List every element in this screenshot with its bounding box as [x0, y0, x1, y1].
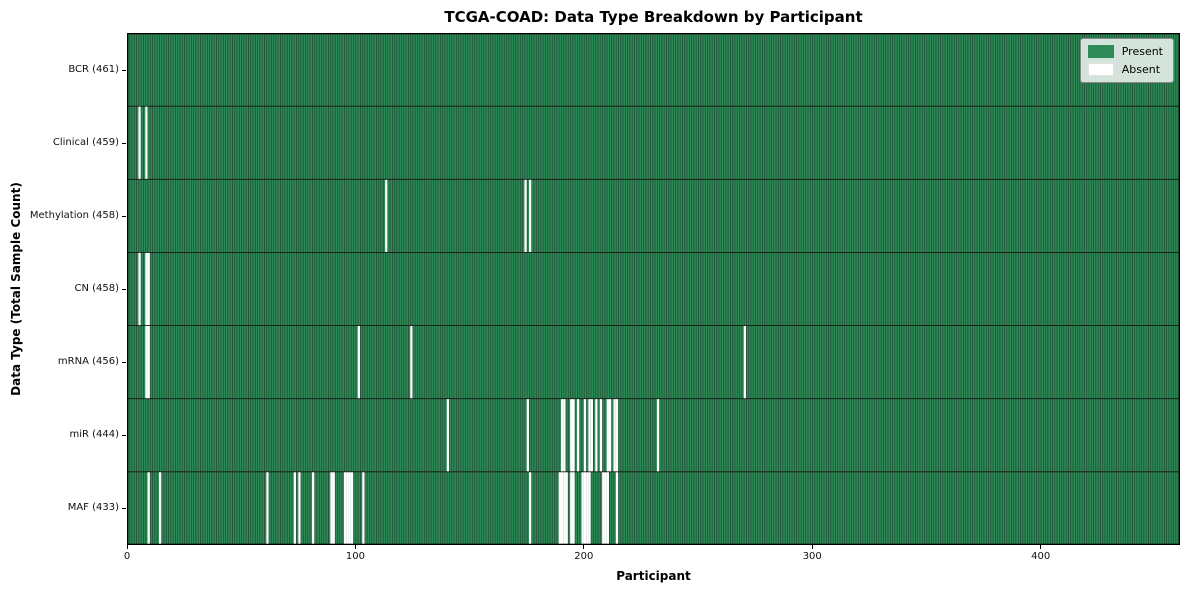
chart-title: TCGA-COAD: Data Type Breakdown by Partic…	[444, 8, 863, 26]
absent-cell-Methylation-174	[524, 179, 527, 253]
absent-cell-MAF-191	[563, 471, 566, 545]
absent-cell-MAF-200	[583, 471, 587, 545]
x-tick-label-200: 200	[574, 551, 594, 562]
absent-cell-MAF-81	[312, 471, 315, 545]
absent-cell-CN-9	[147, 252, 150, 326]
y-tick-label-miR: miR (444)	[69, 429, 119, 441]
absent-cell-MAF-190	[560, 471, 564, 545]
y-tick-label-CN: CN (458)	[74, 283, 119, 294]
x-tick-label-400: 400	[1031, 551, 1051, 562]
absent-cell-MAF-208	[602, 471, 605, 545]
x-tick-mark	[126, 545, 128, 549]
absent-cell-Clinical-8	[145, 106, 148, 180]
plot-area: Present Absent	[127, 33, 1180, 545]
absent-cell-MAF-14	[158, 471, 162, 545]
absent-cell-mRNA-124	[410, 325, 413, 399]
absent-cell-MAF-214	[615, 471, 619, 545]
absent-cell-mRNA-270	[743, 325, 747, 399]
x-axis-label: Participant	[616, 569, 691, 583]
absent-cell-MAF-189	[558, 471, 561, 545]
absent-cell-miR-210	[606, 398, 609, 472]
legend-item-absent: Absent	[1087, 63, 1163, 76]
absent-cell-MAF-103	[362, 471, 365, 545]
absent-cell-MAF-97	[348, 471, 351, 545]
absent-cell-Methylation-176	[529, 179, 532, 253]
absent-cell-miR-205	[595, 398, 598, 472]
x-tick-mark	[354, 545, 356, 549]
absent-cell-miR-211	[608, 398, 612, 472]
y-tick-mark	[122, 362, 126, 364]
y-tick-mark	[122, 215, 126, 217]
y-tick-mark	[122, 289, 126, 290]
absent-cell-miR-140	[446, 398, 450, 472]
y-tick-mark	[122, 142, 126, 144]
absent-cell-MAF-75	[298, 471, 301, 545]
y-tick-label-Clinical: Clinical (459)	[52, 136, 119, 148]
y-tick-label-mRNA: mRNA (456)	[57, 356, 119, 368]
absent-cell-MAF-89	[330, 471, 333, 545]
absent-cell-MAF-201	[586, 471, 589, 545]
absent-cell-MAF-194	[570, 471, 573, 545]
absent-cell-mRNA-9	[147, 325, 150, 399]
absent-cell-MAF-192	[565, 471, 568, 545]
absent-cell-mRNA-8	[145, 325, 148, 399]
absent-cell-MAF-9	[147, 471, 150, 545]
absent-cell-MAF-195	[572, 471, 575, 545]
absent-cell-Clinical-5	[138, 106, 141, 180]
absent-cell-MAF-176	[529, 471, 532, 545]
x-tick-label-300: 300	[802, 551, 822, 562]
y-tick-mark	[122, 435, 126, 437]
x-tick-mark	[583, 545, 585, 549]
heatmap	[127, 33, 1180, 545]
legend-label-present: Present	[1121, 45, 1163, 58]
absent-cell-MAF-202	[588, 471, 591, 545]
absent-cell-MAF-98	[350, 471, 354, 545]
absent-cell-miR-213	[613, 398, 616, 472]
absent-cell-MAF-90	[332, 471, 335, 545]
y-tick-label-MAF: MAF (433)	[67, 502, 119, 514]
x-tick-mark	[811, 545, 813, 549]
absent-cell-miR-194	[570, 398, 573, 472]
legend-label-absent: Absent	[1121, 63, 1161, 76]
absent-cell-CN-5	[138, 252, 141, 326]
absent-cell-miR-232	[656, 398, 660, 472]
absent-cell-miR-175	[526, 398, 530, 472]
legend-item-present: Present	[1087, 45, 1163, 58]
y-tick-label-BCR: BCR (461)	[68, 63, 119, 75]
absent-cell-MAF-209	[604, 471, 607, 545]
absent-cell-MAF-199	[581, 471, 584, 545]
present-swatch-icon	[1087, 45, 1114, 58]
absent-cell-miR-190	[560, 398, 564, 472]
absent-swatch-icon	[1087, 63, 1114, 76]
absent-cell-miR-214	[615, 398, 619, 472]
absent-cell-miR-203	[590, 398, 593, 472]
x-tick-label-0: 0	[123, 551, 131, 562]
x-tick-mark	[1040, 545, 1042, 549]
x-tick-label-100: 100	[345, 551, 365, 562]
absent-cell-miR-202	[588, 398, 591, 472]
y-tick-label-Methylation: Methylation (458)	[29, 209, 119, 221]
absent-cell-miR-197	[576, 398, 580, 472]
absent-cell-mRNA-101	[357, 325, 360, 399]
absent-cell-MAF-61	[266, 471, 269, 545]
absent-cell-miR-191	[563, 398, 566, 472]
absent-cell-MAF-96	[346, 471, 349, 545]
absent-cell-MAF-210	[606, 471, 609, 545]
legend: Present Absent	[1079, 38, 1174, 83]
absent-cell-CN-8	[145, 252, 148, 326]
absent-cell-miR-195	[572, 398, 575, 472]
y-tick-mark	[122, 69, 126, 71]
absent-cell-miR-207	[599, 398, 603, 472]
absent-cell-miR-200	[583, 398, 587, 472]
absent-cell-Methylation-113	[385, 179, 388, 253]
y-tick-mark	[122, 508, 126, 510]
absent-cell-MAF-95	[343, 471, 347, 545]
absent-cell-MAF-73	[293, 471, 297, 545]
